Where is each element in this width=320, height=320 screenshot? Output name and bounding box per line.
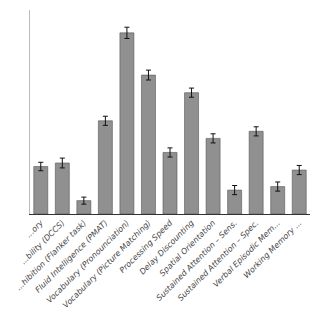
svg-text:...ory: ...ory [24, 218, 45, 239]
svg-text:Sustained Attention – Spec.: Sustained Attention – Spec. [176, 218, 260, 302]
svg-text:...hibition (Flanker task): ...hibition (Flanker task) [14, 218, 88, 292]
svg-text:Vocabulary (Pronounciation): Vocabulary (Pronounciation) [45, 218, 131, 304]
svg-text:Vocabulary (Picture Matching): Vocabulary (Picture Matching) [61, 218, 153, 310]
svg-text:Processing Speed: Processing Speed [118, 218, 175, 275]
svg-text:Working Memory ...: Working Memory ... [242, 218, 304, 280]
svg-text:...bility (DCCS): ...bility (DCCS) [19, 218, 67, 266]
svg-text:Sustained Attention – Sens.: Sustained Attention – Sens. [155, 218, 239, 302]
svg-text:Spatial Orientation: Spatial Orientation [158, 218, 218, 278]
svg-text:Verbal Episodic Mem...: Verbal Episodic Mem... [211, 218, 282, 289]
svg-text:Fluid Intelligence (PMAT): Fluid Intelligence (PMAT) [34, 218, 110, 294]
svg-text:Delay Discounting: Delay Discounting [138, 218, 196, 276]
